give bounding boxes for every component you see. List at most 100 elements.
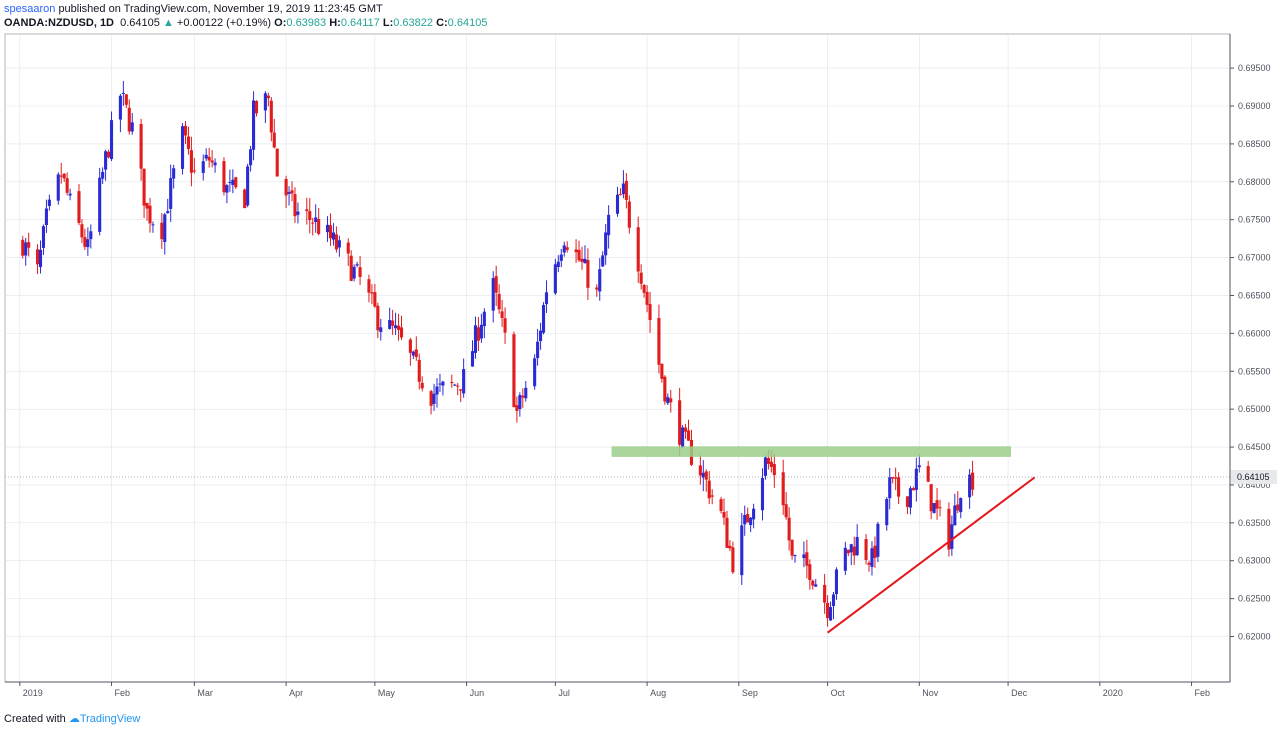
candle-body bbox=[201, 161, 205, 173]
created-with-label: Created with bbox=[4, 713, 66, 725]
candle-body bbox=[731, 547, 735, 573]
candle-body bbox=[38, 249, 43, 268]
candle-body bbox=[897, 477, 901, 497]
price-tick-label: 0.67000 bbox=[1238, 253, 1271, 263]
candle-body bbox=[89, 231, 93, 240]
candle-body bbox=[926, 466, 930, 482]
high-value: 0.64117 bbox=[340, 17, 380, 29]
candle-body bbox=[456, 385, 460, 387]
candle-body bbox=[914, 468, 918, 490]
time-tick-label: May bbox=[378, 688, 396, 698]
chart-overlays bbox=[5, 446, 1230, 634]
candle-body bbox=[544, 292, 549, 305]
candle-body bbox=[21, 239, 25, 256]
candle-body bbox=[749, 517, 753, 525]
candle-body bbox=[935, 500, 939, 509]
candle-body bbox=[772, 464, 776, 476]
candle-body bbox=[107, 151, 111, 158]
price-tick-label: 0.63500 bbox=[1238, 518, 1271, 528]
candle-body bbox=[811, 580, 815, 586]
candle-body bbox=[536, 341, 540, 358]
candle-body bbox=[80, 224, 84, 238]
candle-body bbox=[246, 166, 250, 206]
candle-body bbox=[642, 285, 646, 293]
candle-body bbox=[607, 214, 611, 236]
price-chart[interactable]: 0.69500 0.69000 0.68500 0.68000 0.67500 0.670… bbox=[0, 32, 1280, 708]
price-axis[interactable]: 0.69500 0.69000 0.68500 0.68000 0.67500 0.670… bbox=[1229, 34, 1277, 682]
footer: Created with ☁TradingView bbox=[4, 711, 140, 727]
candle-body bbox=[553, 264, 557, 294]
candle-body bbox=[68, 193, 72, 196]
candle-body bbox=[971, 472, 975, 490]
candle-body bbox=[725, 517, 729, 548]
candle-body bbox=[855, 537, 859, 556]
candle-body bbox=[145, 202, 149, 209]
candle-body bbox=[917, 465, 921, 468]
candle-body bbox=[666, 397, 670, 404]
price-tick-label: 0.63000 bbox=[1238, 556, 1271, 566]
candle-body bbox=[710, 495, 714, 497]
candle-body bbox=[77, 191, 81, 223]
candle-body bbox=[62, 173, 66, 179]
candle-body bbox=[524, 387, 528, 399]
candle-body bbox=[388, 320, 392, 329]
candle-body bbox=[932, 503, 936, 514]
candle-body bbox=[109, 120, 114, 160]
time-axis[interactable]: 2019 Feb Mar Apr May Jun Jul Aug Sep Oct Nov Dec 202… bbox=[5, 681, 1230, 698]
candle-body bbox=[669, 398, 673, 403]
candle-body bbox=[376, 305, 380, 331]
candle-body bbox=[639, 272, 643, 284]
candle-body bbox=[541, 304, 546, 333]
candle-body bbox=[657, 318, 661, 365]
candle-body bbox=[325, 224, 330, 233]
candle-body bbox=[752, 508, 756, 520]
time-tick-label: Feb bbox=[115, 688, 131, 698]
price-tick-label: 0.68500 bbox=[1238, 139, 1271, 149]
candle-body bbox=[826, 602, 830, 619]
candle-body bbox=[704, 471, 708, 480]
candle-body bbox=[98, 177, 102, 232]
time-tick-label: Mar bbox=[197, 688, 213, 698]
candle-body bbox=[284, 178, 288, 196]
candle-body bbox=[192, 170, 196, 172]
candle-body bbox=[556, 261, 560, 268]
candle-body bbox=[627, 201, 631, 228]
candle-body bbox=[870, 548, 874, 567]
resistance-zone bbox=[611, 446, 1012, 457]
candle-body bbox=[65, 178, 69, 193]
candle-body bbox=[272, 132, 276, 148]
candle-body bbox=[834, 569, 839, 595]
candle-body bbox=[618, 194, 623, 196]
candle-body bbox=[417, 359, 421, 382]
candle-body bbox=[379, 327, 383, 332]
tradingview-brand[interactable]: TradingView bbox=[79, 713, 141, 725]
price-tick-label: 0.69000 bbox=[1238, 101, 1271, 111]
candle-body bbox=[263, 93, 267, 111]
candle-body bbox=[328, 225, 333, 239]
candle-body bbox=[645, 291, 649, 305]
candle-body bbox=[476, 327, 480, 341]
candle-body bbox=[808, 564, 812, 581]
candle-body bbox=[684, 427, 688, 432]
candle-body bbox=[601, 255, 605, 267]
candle-body bbox=[358, 267, 362, 277]
up-arrow-icon: ▲ bbox=[162, 17, 174, 29]
author-link[interactable]: spesaaron bbox=[4, 3, 56, 15]
candle-body bbox=[678, 400, 682, 445]
candle-body bbox=[352, 266, 356, 279]
candle-body bbox=[950, 524, 954, 549]
candle-body bbox=[225, 185, 229, 193]
price-tick-label: 0.62000 bbox=[1238, 632, 1271, 642]
candle-body bbox=[728, 545, 732, 549]
candle-body bbox=[118, 95, 122, 120]
candle-body bbox=[604, 232, 608, 256]
last-price-badge bbox=[1231, 469, 1277, 484]
candle-body bbox=[621, 183, 625, 195]
candle-body bbox=[254, 100, 259, 114]
candle-body bbox=[370, 292, 374, 294]
candle-body bbox=[429, 391, 433, 406]
candle-body bbox=[160, 222, 164, 240]
candle-body bbox=[500, 311, 504, 319]
candle-body bbox=[814, 584, 818, 587]
tradingview-logo-icon[interactable]: ☁ bbox=[68, 713, 80, 725]
